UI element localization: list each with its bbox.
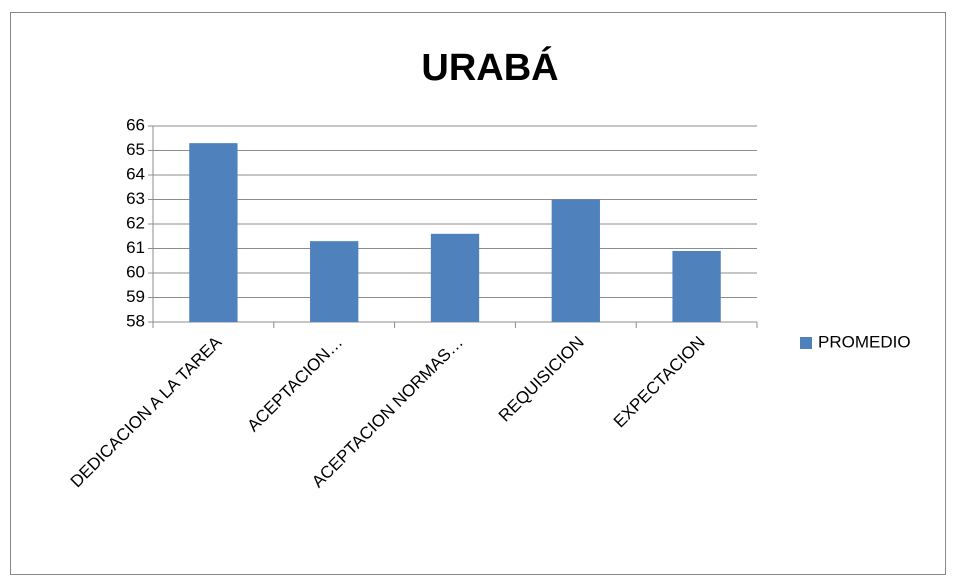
legend-swatch <box>800 337 812 349</box>
y-tick-label: 60 <box>126 262 145 281</box>
bar <box>672 250 721 322</box>
y-tick-label: 61 <box>126 238 145 257</box>
y-tick-label: 58 <box>126 311 145 330</box>
y-tick-label: 59 <box>126 287 145 306</box>
bar <box>189 143 238 322</box>
legend-label: PROMEDIO <box>818 332 911 351</box>
bar <box>551 199 600 322</box>
bar <box>310 241 359 322</box>
y-tick-label: 65 <box>126 140 145 159</box>
y-tick-label: 64 <box>126 164 145 183</box>
y-tick-label: 62 <box>126 213 145 232</box>
chart-title: URABÁ <box>421 45 558 89</box>
bar <box>430 233 480 322</box>
y-tick-label: 63 <box>126 189 145 208</box>
y-tick-label: 66 <box>126 115 145 134</box>
